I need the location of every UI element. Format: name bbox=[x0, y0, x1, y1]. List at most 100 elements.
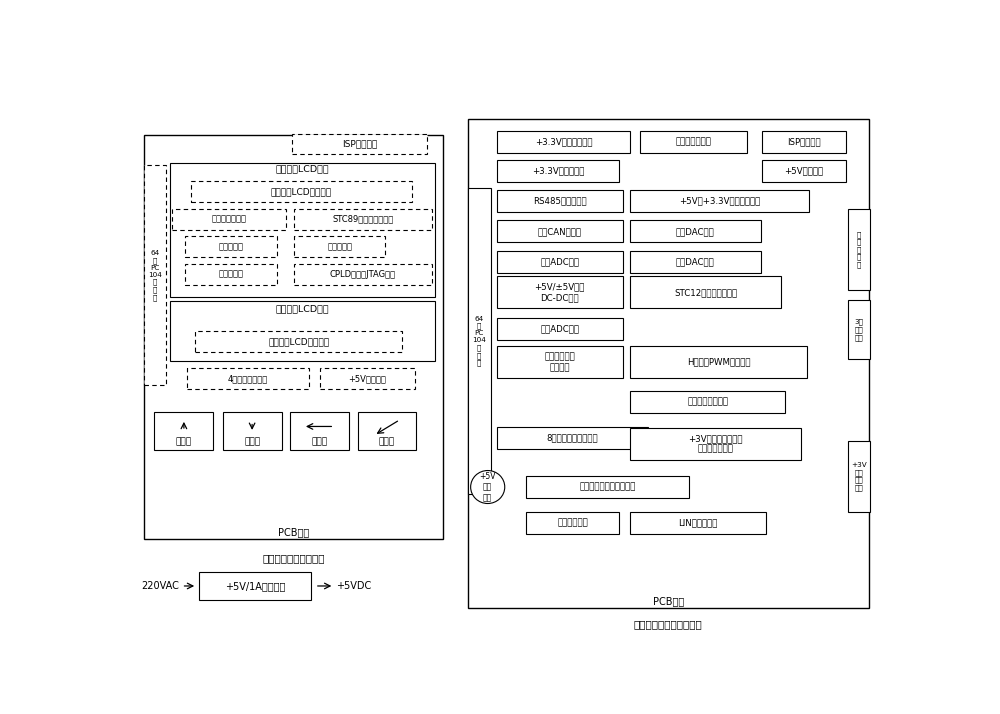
Text: 若干接线端子: 若干接线端子 bbox=[558, 518, 588, 527]
Text: +5V/±5V隔离
DC-DC电路: +5V/±5V隔离 DC-DC电路 bbox=[535, 283, 585, 302]
Bar bbox=[187, 368, 309, 389]
Bar bbox=[223, 412, 282, 450]
Bar bbox=[144, 166, 166, 386]
Bar bbox=[185, 263, 277, 285]
Bar bbox=[290, 412, 349, 450]
Bar bbox=[497, 276, 623, 308]
Text: +5V电源插座: +5V电源插座 bbox=[784, 166, 823, 176]
Text: RS485总线收发器: RS485总线收发器 bbox=[533, 196, 587, 206]
Bar bbox=[497, 131, 630, 153]
Text: 若干测试单排针: 若干测试单排针 bbox=[676, 137, 712, 146]
Text: 扩展板电路模块结构框图: 扩展板电路模块结构框图 bbox=[634, 620, 703, 630]
Bar bbox=[497, 346, 623, 378]
Text: 并行DAC电路: 并行DAC电路 bbox=[676, 257, 715, 266]
Text: +3.3V电压调节器: +3.3V电压调节器 bbox=[532, 166, 584, 176]
Text: 左移键: 左移键 bbox=[311, 438, 328, 447]
Text: 图形点阵LCD接口电路: 图形点阵LCD接口电路 bbox=[271, 187, 332, 196]
Text: ISP下载接口: ISP下载接口 bbox=[342, 139, 377, 149]
Bar bbox=[294, 263, 432, 285]
Text: +5V
步进
电机: +5V 步进 电机 bbox=[479, 472, 496, 502]
Text: 多
组
跳
接
器: 多 组 跳 接 器 bbox=[857, 231, 861, 268]
Text: 双霍尔开关传感器: 双霍尔开关传感器 bbox=[687, 397, 728, 406]
Text: +3V减速直流电机电
压电流检测电路: +3V减速直流电机电 压电流检测电路 bbox=[688, 434, 743, 453]
Bar bbox=[630, 276, 781, 308]
Text: 字符点阵LCD模块: 字符点阵LCD模块 bbox=[276, 304, 329, 313]
Bar bbox=[199, 572, 311, 600]
Text: +3.3V无线射频模块: +3.3V无线射频模块 bbox=[535, 137, 592, 146]
Bar bbox=[630, 391, 785, 413]
Text: H桥可逆PWM驱动电路: H桥可逆PWM驱动电路 bbox=[687, 358, 750, 367]
Text: +5V电源插座: +5V电源插座 bbox=[349, 374, 387, 383]
Ellipse shape bbox=[471, 471, 505, 503]
Bar bbox=[144, 135, 443, 539]
Text: 串行ADC电路: 串行ADC电路 bbox=[540, 257, 579, 266]
Bar bbox=[630, 190, 809, 212]
Bar bbox=[497, 160, 619, 182]
Bar bbox=[292, 134, 427, 154]
Text: STC12系列单片机系统: STC12系列单片机系统 bbox=[674, 288, 737, 297]
Text: 地址译码器: 地址译码器 bbox=[327, 242, 352, 251]
Bar bbox=[170, 301, 435, 361]
Bar bbox=[630, 346, 807, 378]
Bar bbox=[154, 412, 213, 450]
Text: 64
芯
PC
104
接
插
件: 64 芯 PC 104 接 插 件 bbox=[148, 250, 162, 301]
Text: STC89系列单片机系统: STC89系列单片机系统 bbox=[332, 215, 394, 223]
Text: 上移键: 上移键 bbox=[176, 438, 192, 447]
Text: 字符点阵LCD接口电路: 字符点阵LCD接口电路 bbox=[268, 338, 329, 346]
Bar bbox=[497, 318, 623, 340]
Text: 主板电路模块结构框图: 主板电路模块结构框图 bbox=[262, 553, 325, 563]
Text: 64
芯
PC
104
接
插
件: 64 芯 PC 104 接 插 件 bbox=[472, 316, 486, 366]
Bar bbox=[497, 221, 623, 242]
Text: 4按键及接口电路: 4按键及接口电路 bbox=[228, 374, 268, 383]
Bar bbox=[762, 160, 846, 182]
Bar bbox=[640, 131, 747, 153]
Text: 220VAC: 220VAC bbox=[141, 581, 179, 591]
Bar bbox=[848, 208, 870, 290]
Text: +5V/1A直流电源: +5V/1A直流电源 bbox=[225, 581, 285, 591]
Bar bbox=[630, 251, 761, 273]
Bar bbox=[468, 119, 869, 608]
Text: 确定键: 确定键 bbox=[379, 438, 395, 447]
Text: 数据存储器: 数据存储器 bbox=[219, 242, 244, 251]
Text: LIN总线收发器: LIN总线收发器 bbox=[678, 518, 718, 527]
Bar bbox=[195, 331, 402, 352]
Text: 图形点阵LCD模块: 图形点阵LCD模块 bbox=[276, 165, 329, 174]
Bar bbox=[848, 441, 870, 512]
Bar bbox=[526, 476, 689, 498]
Text: 串行DAC电路: 串行DAC电路 bbox=[676, 227, 715, 236]
Text: 并行ADC电路: 并行ADC电路 bbox=[540, 324, 579, 333]
Text: PCB底层: PCB底层 bbox=[278, 528, 309, 538]
Bar bbox=[358, 412, 416, 450]
Bar bbox=[497, 251, 623, 273]
Text: 看门狗电路: 看门狗电路 bbox=[219, 270, 244, 278]
Bar bbox=[630, 512, 766, 534]
Bar bbox=[170, 163, 435, 297]
Bar bbox=[526, 512, 619, 534]
Bar bbox=[630, 221, 761, 242]
Bar bbox=[762, 131, 846, 153]
Text: 串行铁电存储器: 串行铁电存储器 bbox=[211, 215, 246, 223]
Text: 8位并口通信接口插座: 8位并口通信接口插座 bbox=[547, 433, 598, 442]
Bar bbox=[191, 181, 412, 202]
Bar bbox=[294, 236, 385, 257]
Bar bbox=[497, 190, 623, 212]
Text: +5V与+3.3V电平转换电路: +5V与+3.3V电平转换电路 bbox=[679, 196, 760, 206]
Bar bbox=[630, 428, 801, 460]
Bar bbox=[185, 236, 277, 257]
Text: +3V
减速
直流
电机: +3V 减速 直流 电机 bbox=[851, 462, 867, 491]
Bar bbox=[294, 208, 432, 230]
Text: 独立CAN控制器: 独立CAN控制器 bbox=[538, 227, 582, 236]
Bar bbox=[320, 368, 415, 389]
Text: 3挡
拨动
开关: 3挡 拨动 开关 bbox=[854, 319, 863, 341]
Bar bbox=[848, 300, 870, 359]
Text: 下移键: 下移键 bbox=[244, 438, 260, 447]
Bar bbox=[468, 188, 491, 493]
Text: CPLD芯片及JTAG接口: CPLD芯片及JTAG接口 bbox=[330, 270, 396, 278]
Text: PCB顶层: PCB顶层 bbox=[653, 596, 684, 606]
Text: 步进电机达林顿驱动电路: 步进电机达林顿驱动电路 bbox=[580, 483, 636, 491]
Bar bbox=[497, 426, 648, 448]
Text: +5VDC: +5VDC bbox=[336, 581, 371, 591]
Text: 温度传感器及
接口电路: 温度传感器及 接口电路 bbox=[544, 353, 575, 372]
Bar bbox=[172, 208, 286, 230]
Text: ISP下载接口: ISP下载接口 bbox=[787, 137, 821, 146]
